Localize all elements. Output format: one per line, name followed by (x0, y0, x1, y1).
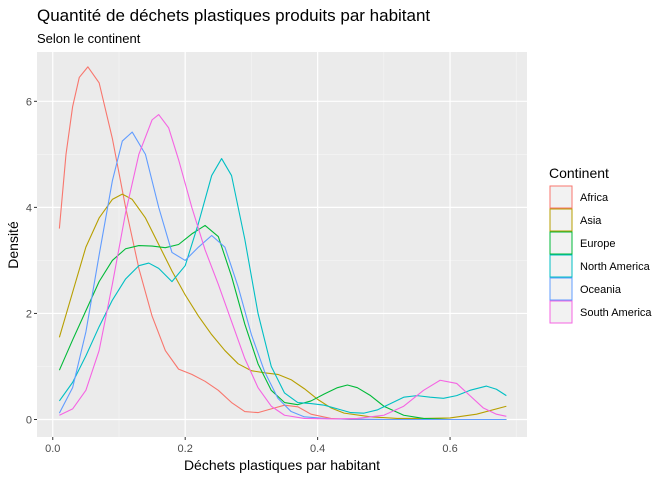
legend-title: Continent (549, 165, 609, 181)
legend-key-europe (549, 231, 573, 255)
legend-key-south-america (549, 300, 573, 324)
series-line-south-america (59, 114, 507, 420)
x-tick-label: 0.0 (45, 443, 60, 455)
y-tick-label: 0 (26, 415, 32, 427)
legend-label-asia: Asia (580, 215, 602, 227)
series-line-north-america (58, 158, 507, 414)
y-tick-label: 4 (26, 202, 32, 214)
axes-layer: 0.0 0.2 0.4 0.6 0 2 4 6 (26, 96, 458, 455)
series-line-oceania (58, 131, 507, 421)
series-line-asia (58, 193, 507, 419)
series-layer (58, 66, 507, 421)
legend-label-africa: Africa (580, 192, 609, 204)
x-tick-label: 0.6 (442, 443, 457, 455)
legend-key-asia (549, 208, 573, 232)
legend-key-north-america (549, 254, 573, 278)
legend-label-south-america: South America (580, 307, 652, 319)
legend: Continent Africa Asia Europe North America O… (549, 165, 652, 324)
legend-label-north-america: North America (580, 261, 651, 273)
chart-title: Quantité de déchets plastiques produits … (37, 6, 430, 25)
panel-background (37, 52, 527, 437)
chart-subtitle: Selon le continent (37, 31, 141, 46)
legend-key-oceania (549, 277, 573, 301)
x-tick-label: 0.4 (310, 443, 325, 455)
legend-key-africa (549, 185, 573, 209)
legend-label-europe: Europe (580, 238, 615, 250)
x-tick-label: 0.2 (178, 443, 193, 455)
y-tick-label: 2 (26, 308, 32, 320)
plot-panel (37, 52, 527, 437)
legend-label-oceania: Oceania (580, 284, 622, 296)
y-tick-label: 6 (26, 96, 32, 108)
y-axis-title: Densité (5, 221, 21, 269)
x-axis-title: Déchets plastiques par habitant (184, 457, 380, 473)
